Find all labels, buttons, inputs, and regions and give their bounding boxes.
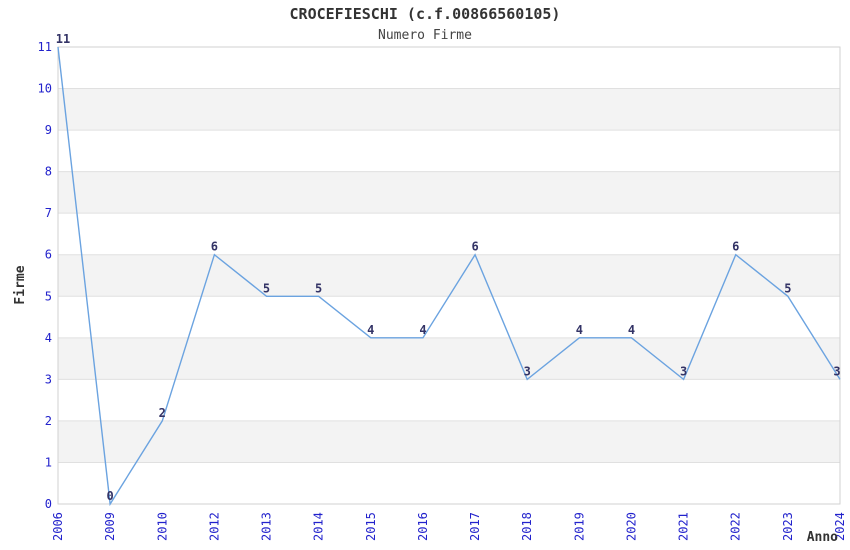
x-tick-label: 2009 xyxy=(103,512,117,541)
data-point-label: 2 xyxy=(159,406,166,420)
x-tick-label: 2022 xyxy=(729,512,743,541)
data-point-label: 4 xyxy=(576,323,583,337)
series-polyline xyxy=(57,46,841,507)
x-tick-label: 2024 xyxy=(833,512,847,541)
y-tick-label: 9 xyxy=(45,123,52,137)
y-tick-label: 10 xyxy=(38,82,52,96)
y-tick-label: 0 xyxy=(45,497,52,511)
x-axis-title: Anno xyxy=(807,530,838,545)
data-point-label: 5 xyxy=(315,281,322,295)
data-point-label: 3 xyxy=(524,364,531,378)
data-series-line xyxy=(57,46,841,507)
x-tick-label: 2021 xyxy=(677,512,691,541)
x-tick-label: 2020 xyxy=(624,512,638,541)
data-point-label: 4 xyxy=(628,323,635,337)
x-tick-label: 2012 xyxy=(207,512,221,541)
plot-bands xyxy=(58,88,840,463)
data-point-label: 0 xyxy=(107,489,114,503)
x-tick-label: 2013 xyxy=(260,512,274,541)
data-point-label: 3 xyxy=(680,364,687,378)
x-tick-label: 2015 xyxy=(364,512,378,541)
x-tick-label: 2017 xyxy=(468,512,482,541)
x-tick-label: 2023 xyxy=(781,512,795,541)
y-tick-label: 3 xyxy=(45,372,52,386)
data-point-label: 5 xyxy=(784,281,791,295)
data-point-label: 6 xyxy=(471,240,478,254)
plot-band xyxy=(58,88,840,131)
y-axis-tick-labels: 0 1 2 3 4 5 6 7 8 9 10 11 xyxy=(38,40,52,511)
y-tick-label: 1 xyxy=(45,455,52,469)
x-tick-label: 2010 xyxy=(155,512,169,541)
plot-band xyxy=(58,171,840,214)
y-tick-label: 4 xyxy=(45,331,52,345)
plot-band xyxy=(58,420,840,463)
plot-border xyxy=(57,46,841,505)
data-point-label: 3 xyxy=(833,364,840,378)
plot-border-rect xyxy=(57,46,841,505)
x-tick-label: 2014 xyxy=(312,512,326,541)
data-point-label: 5 xyxy=(263,281,270,295)
y-tick-label: 5 xyxy=(45,289,52,303)
x-axis-tick-labels: 2006 2009 2010 2012 2013 2014 2015 2016 2017 2018… xyxy=(51,512,847,541)
y-axis-title: Firme xyxy=(13,265,28,304)
x-tick-label: 2019 xyxy=(572,512,586,541)
data-point-label: 4 xyxy=(419,323,426,337)
chart-subtitle: Numero Firme xyxy=(378,28,472,43)
chart-title: CROCEFIESCHI (c.f.00866560105) xyxy=(290,5,561,23)
data-point-label: 11 xyxy=(56,32,70,46)
plot-band xyxy=(58,337,840,380)
y-tick-label: 8 xyxy=(45,165,52,179)
data-point-label: 6 xyxy=(732,240,739,254)
y-tick-label: 11 xyxy=(38,40,52,54)
x-tick-label: 2006 xyxy=(51,512,65,541)
y-tick-label: 7 xyxy=(45,206,52,220)
x-tick-label: 2016 xyxy=(416,512,430,541)
y-tick-label: 2 xyxy=(45,414,52,428)
data-point-labels: 11 0 2 6 5 5 4 4 6 3 4 4 3 6 5 3 xyxy=(56,32,841,503)
data-point-label: 6 xyxy=(211,240,218,254)
data-point-label: 4 xyxy=(367,323,374,337)
x-tick-label: 2018 xyxy=(520,512,534,541)
y-tick-label: 6 xyxy=(45,248,52,262)
plot-band xyxy=(58,254,840,297)
